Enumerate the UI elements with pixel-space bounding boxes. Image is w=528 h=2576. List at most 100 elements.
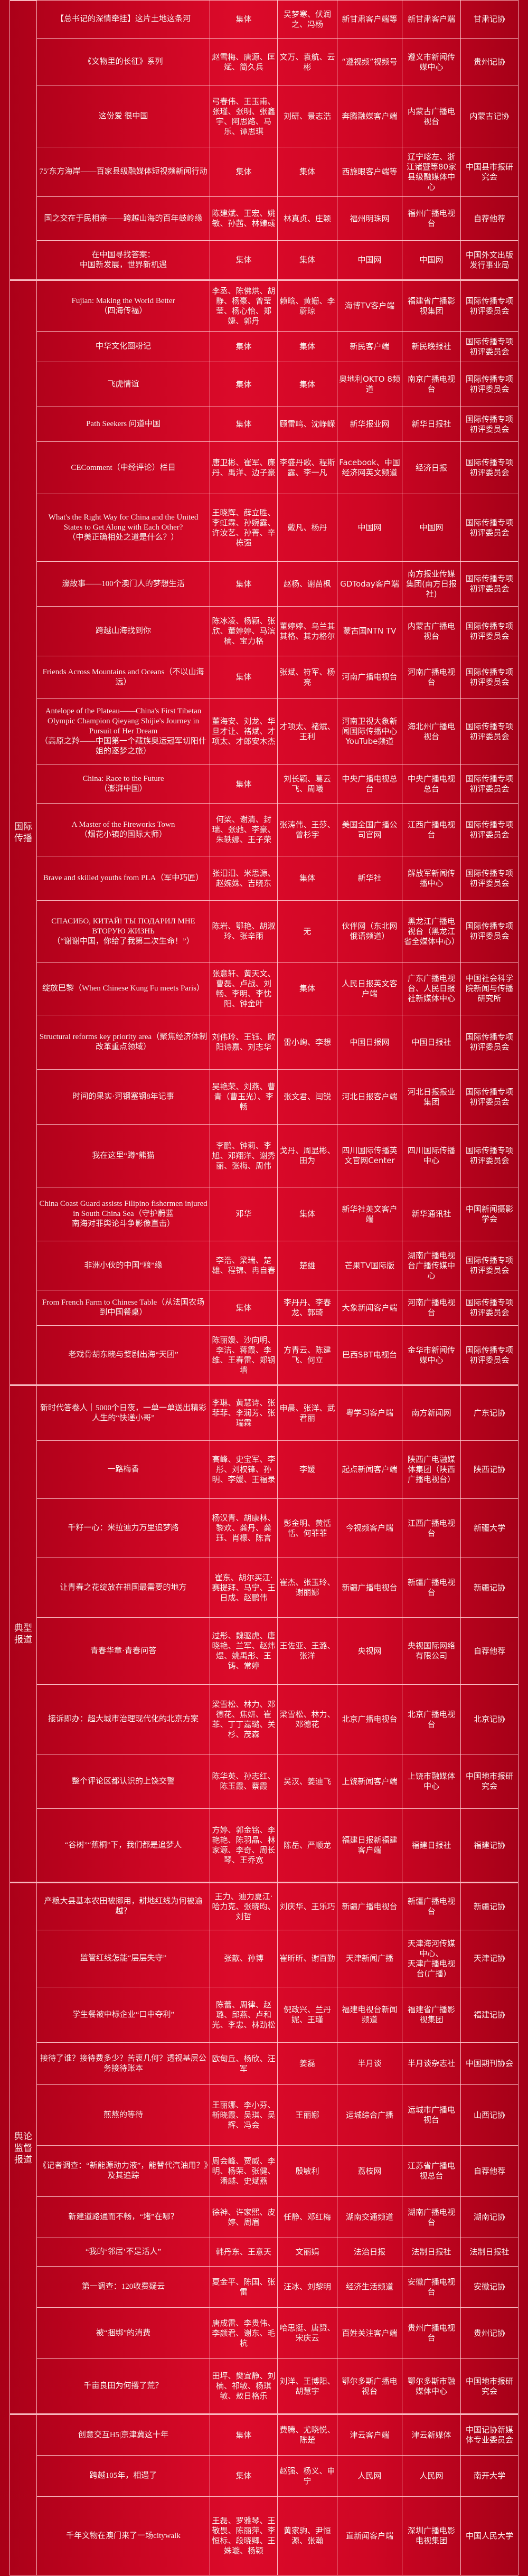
work-title: Structural reforms key priority area（聚焦经… bbox=[36, 1015, 210, 1070]
platform-cell: 美国全国广播公司官网 bbox=[337, 803, 402, 856]
authors-cell: 赵雪梅、唐源、匡斌、简久兵 bbox=[210, 38, 278, 86]
platform-cell: 奔腾融媒客户端 bbox=[337, 86, 402, 147]
recommender-cell: 福建记协 bbox=[460, 1987, 518, 2043]
platform-cell: 芒果TV国际版 bbox=[337, 1241, 402, 1290]
editors-cell: 赖晗、黄姗、李蔚琼 bbox=[277, 279, 337, 332]
work-title: 绽放巴黎（When Chinese Kung Fu meets Paris） bbox=[36, 962, 210, 1015]
authors-cell: 集体 bbox=[210, 2455, 278, 2497]
platform-cell: 天津新闻广播 bbox=[337, 1930, 402, 1987]
platform-cell: Facebook、中国经济网英文频道 bbox=[337, 441, 402, 494]
unit-cell: 福建省广播影视集团 bbox=[402, 279, 461, 332]
editors-cell: 张涛伟、王莎、曾杉宇 bbox=[277, 803, 337, 856]
unit-cell: 南方报业传媒集团(南方日报社) bbox=[402, 561, 461, 607]
unit-cell: 福州广播电视台 bbox=[402, 196, 461, 241]
unit-cell: 黑龙江广播电视台（黑龙江省全媒体中心） bbox=[402, 900, 461, 963]
recommender-cell: 中国期刊协会 bbox=[460, 2042, 518, 2085]
category-label bbox=[10, 0, 37, 280]
table-row: Antelope of the Plateau——China's First T… bbox=[10, 698, 518, 765]
work-title: 国之交在于民相亲——跨越山海的百年鼓岭缘 bbox=[36, 196, 210, 241]
table-row: 整个评论区都认识的上饶交警 陈华英、孙志红、陈玉霞、蔡霞 吴汉、姜迪飞 上饶新闻客户端… bbox=[10, 1754, 518, 1809]
recommender-cell: 北京记协 bbox=[460, 1684, 518, 1754]
platform-cell: 津云客户端 bbox=[337, 2413, 402, 2456]
editors-cell: 赵杨、谢苗枫 bbox=[277, 561, 337, 607]
awards-table-sheet: 【总书记的深情牵挂】这片土地这条河 集体 吴梦寒、伏润之、冯杨 新甘肃客户端等 新甘肃客… bbox=[10, 0, 518, 2575]
editors-cell: 集体 bbox=[277, 1187, 337, 1241]
work-title: “谷树”“蕉桐”下，我们都是追梦人 bbox=[36, 1808, 210, 1883]
work-title: Fujian: Making the World Better （四海传福） bbox=[36, 279, 210, 332]
table-row: 非洲小伙的中国“粮”缘 李浩、梁瑞、楚雄、程锦、冉自春 楚雄 芒果TV国际版 湖南广播电… bbox=[10, 1241, 518, 1290]
editors-cell: 费腾、尤晓悦、陈楚 bbox=[277, 2413, 337, 2456]
recommender-cell: 国际传播专项初评委员会 bbox=[460, 900, 518, 963]
platform-cell: 中国网 bbox=[337, 494, 402, 562]
editors-cell: 集体 bbox=[277, 962, 337, 1015]
editors-cell: 张斌、符军、杨亮 bbox=[277, 656, 337, 699]
work-title: 第一调查：120收费疑云 bbox=[36, 2266, 210, 2308]
editors-cell: 黄家驹、尹恒源、张瀚 bbox=[277, 2496, 337, 2575]
unit-cell: 北京广播电视台 bbox=[402, 1684, 461, 1754]
work-title: CEComment（中经评论）栏目 bbox=[36, 441, 210, 494]
work-title: 《文物里的长征》系列 bbox=[36, 38, 210, 86]
editors-cell: 姜磊 bbox=[277, 2042, 337, 2085]
table-row: 绽放巴黎（When Chinese Kung Fu meets Paris） 张意… bbox=[10, 962, 518, 1015]
authors-cell: 王磊、罗雅琴、王敬畏、陈丽萍、李恒标、段晓卿、王姝璇、杨颖 bbox=[210, 2496, 278, 2575]
recommender-cell: 贵州记协 bbox=[460, 2307, 518, 2359]
table-row: China Coast Guard assists Filipino fishe… bbox=[10, 1187, 518, 1241]
authors-cell: 李鹏、钟莉、李旭、邓翔洋、谢秀丽、张梅、周伟 bbox=[210, 1124, 278, 1187]
work-title: Antelope of the Plateau——China's First T… bbox=[36, 698, 210, 765]
authors-cell: 唐卫彬、崔军、廉丹、禹洋、边子豪 bbox=[210, 441, 278, 494]
work-title: 被“捆绑”的消费 bbox=[36, 2307, 210, 2359]
unit-cell: 海北州广播电视台 bbox=[402, 698, 461, 765]
editors-cell: 赵强、杨义、申宁 bbox=[277, 2455, 337, 2497]
unit-cell: 新华日报社 bbox=[402, 407, 461, 442]
editors-cell: 顾雷鸣、沈峥嵘 bbox=[277, 407, 337, 442]
category-label: 典型 报道 bbox=[10, 1384, 37, 1883]
editors-cell: 吴汉、姜迪飞 bbox=[277, 1754, 337, 1809]
table-row: From French Farm to Chinese Table（从法国农场到… bbox=[10, 1290, 518, 1326]
recommender-cell: 国际传播专项初评委员会 bbox=[460, 765, 518, 804]
recommender-cell: 中国县市报研究会 bbox=[460, 147, 518, 197]
table-row: 千亩良田为何撂了荒？ 田坪、樊宜静、刘楠、祁敏、杨琪敏、敖日格乐 刘洋、王博阳、胡慧… bbox=[10, 2358, 518, 2414]
recommender-cell: 新疆记协 bbox=[460, 1558, 518, 1618]
work-title: 在中国寻找答案： 中国新发展，世界新机遇 bbox=[36, 240, 210, 280]
table-row: CEComment（中经评论）栏目 唐卫彬、崔军、廉丹、禹洋、边子豪 李盛丹歌、程斯… bbox=[10, 441, 518, 494]
authors-cell: 集体 bbox=[210, 765, 278, 804]
unit-cell: 中国日报社 bbox=[402, 1015, 461, 1070]
recommender-cell: 中国记协新媒体专业委员会 bbox=[460, 2413, 518, 2456]
work-title: China: Race to the Future （澎湃中国） bbox=[36, 765, 210, 804]
recommender-cell: 国际传播专项初评委员会 bbox=[460, 1290, 518, 1326]
authors-cell: 过彤、魏驱虎、唐晓艳、兰军、赵炜煜、姚禹彤、王铸、常婷 bbox=[210, 1617, 278, 1685]
recommender-cell: 贵州记协 bbox=[460, 38, 518, 86]
table-row: 跨越105年，相遇了 集体 赵强、杨义、申宁 人民网 人民网 南开大学 bbox=[10, 2455, 518, 2497]
unit-cell: 内蒙古广播电视台 bbox=[402, 86, 461, 147]
platform-cell: 北京广播电视台 bbox=[337, 1684, 402, 1754]
authors-cell: 李丞、陈佛烘、胡静、杨豪、曾莹莹、杨心怡、郑婕、郭丹 bbox=[210, 279, 278, 332]
table-body: 【总书记的深情牵挂】这片土地这条河 集体 吴梦寒、伏润之、冯杨 新甘肃客户端等 新甘肃客… bbox=[10, 0, 518, 2575]
table-row: 青春华章·青春问答 过彤、魏驱虎、唐晓艳、兰军、赵炜煜、姚禹彤、王铸、常婷 王佐亚、… bbox=[10, 1617, 518, 1685]
authors-cell: 唐成雷、李贵伟、李颜君、谢东、毛杭 bbox=[210, 2307, 278, 2359]
authors-cell: 张歆、孙博 bbox=[210, 1930, 278, 1987]
table-row: 时间的果实·河钢塞钢8年记事 吴艳荣、刘燕、曹青（曹玉光）、李畅 张文君、闫锐 河北日… bbox=[10, 1069, 518, 1125]
work-title: Brave and skilled youths from PLA（军中巧匠） bbox=[36, 856, 210, 901]
table-row: Structural reforms key priority area（聚焦经… bbox=[10, 1015, 518, 1070]
editors-cell: 李媛 bbox=[277, 1440, 337, 1499]
recommender-cell: 自荐他荐 bbox=[460, 196, 518, 241]
unit-cell: 深圳广播电影电视集团 bbox=[402, 2496, 461, 2575]
authors-cell: 邓华 bbox=[210, 1187, 278, 1241]
platform-cell: 巴西SBT电视台 bbox=[337, 1325, 402, 1385]
table-row: Brave and skilled youths from PLA（军中巧匠）张… bbox=[10, 856, 518, 901]
unit-cell: 鄂尔多斯市融媒体中心 bbox=[402, 2358, 461, 2414]
recommender-cell: 国际传播专项初评委员会 bbox=[460, 362, 518, 407]
work-title: 中华文化圈粉记 bbox=[36, 331, 210, 362]
work-title: 千亩良田为何撂了荒？ bbox=[36, 2358, 210, 2414]
authors-cell: 方婷、郭金铭、李艳艳、陈羽晶、林家源、李奇、周长琴、王乔宽 bbox=[210, 1808, 278, 1883]
editors-cell: 任静、邓红梅 bbox=[277, 2196, 337, 2238]
authors-cell: 何梁、谢清、封瑞、张驰、李豪、朱轶娜、王子荣 bbox=[210, 803, 278, 856]
editors-cell: 陈岳、严顺龙 bbox=[277, 1808, 337, 1883]
editors-cell: 文丽娟 bbox=[277, 2238, 337, 2267]
work-title: 濠故事——100个澳门人的梦想生活 bbox=[36, 561, 210, 607]
platform-cell: 大象新闻客户端 bbox=[337, 1290, 402, 1326]
authors-cell: 吴艳荣、刘燕、曹青（曹玉光）、李畅 bbox=[210, 1069, 278, 1125]
unit-cell: 江西广播电视台 bbox=[402, 1498, 461, 1558]
platform-cell: 中央广播电视总台 bbox=[337, 765, 402, 804]
platform-cell: 运城综合广播 bbox=[337, 2084, 402, 2146]
